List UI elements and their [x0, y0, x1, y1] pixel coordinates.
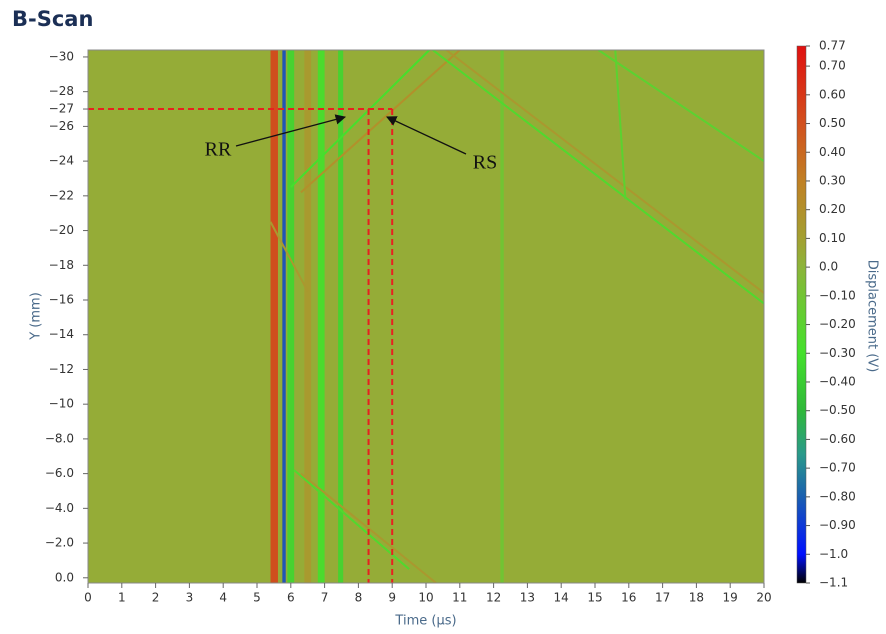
- colorbar-tick-label: −0.30: [819, 346, 856, 360]
- colorbar-tick-label: 0.40: [819, 145, 846, 159]
- heatmap-band: [271, 50, 278, 583]
- x-tick-label: 14: [554, 591, 569, 605]
- colorbar-tick-label: 0.60: [819, 87, 846, 101]
- x-tick-label: 20: [756, 591, 771, 605]
- y-tick-label: −30: [49, 49, 74, 63]
- y-tick-label: −14: [49, 327, 74, 341]
- heatmap: [88, 50, 764, 583]
- y-tick-label: −10: [49, 397, 74, 411]
- y-tick-label: −6.0: [45, 466, 74, 480]
- x-tick-label: 1: [118, 591, 126, 605]
- plot-area: [88, 50, 764, 583]
- colorbar-title: Displacement (V): [865, 260, 880, 373]
- colorbar-tick-label: −1.0: [819, 547, 848, 561]
- colorbar-tick-label: −0.70: [819, 461, 856, 475]
- x-tick-label: 19: [723, 591, 738, 605]
- x-tick-label: 3: [186, 591, 194, 605]
- x-tick-label: 15: [587, 591, 602, 605]
- y-tick-label: −12: [49, 362, 74, 376]
- colorbar-tick-label: 0.0: [819, 260, 838, 274]
- colorbar-tick-label: −0.40: [819, 374, 856, 388]
- y-tick-label: −27: [49, 102, 74, 116]
- annotation: RS: [473, 152, 497, 174]
- y-tick-label: −22: [49, 188, 74, 202]
- chart-title: B-Scan: [12, 7, 93, 31]
- x-axis-title: Time (μs): [394, 614, 456, 629]
- heatmap-band: [318, 50, 325, 583]
- colorbar-tick-label: −0.10: [819, 288, 856, 302]
- colorbar-tick-label: −0.80: [819, 489, 856, 503]
- heatmap-band: [500, 50, 503, 583]
- x-tick-label: 6: [287, 591, 295, 605]
- colorbar-tick-label: −1.1: [819, 576, 848, 590]
- y-tick-label: 0.0: [55, 570, 74, 584]
- colorbar-tick-label: 0.10: [819, 231, 846, 245]
- colorbar: [797, 46, 806, 583]
- y-tick-label: −16: [49, 293, 74, 307]
- x-tick-label: 13: [520, 591, 535, 605]
- y-tick-label: −8.0: [45, 431, 74, 445]
- x-tick-label: 11: [452, 591, 467, 605]
- colorbar-tick-label: −0.20: [819, 317, 856, 331]
- colorbar-tick-label: 0.77: [819, 39, 846, 53]
- y-tick-label: −26: [49, 119, 74, 133]
- y-tick-label: −20: [49, 223, 74, 237]
- x-tick-label: 17: [655, 591, 670, 605]
- x-tick-label: 16: [621, 591, 636, 605]
- colorbar-tick-label: −0.60: [819, 432, 856, 446]
- y-tick-label: −24: [49, 154, 74, 168]
- x-tick-label: 9: [388, 591, 396, 605]
- heatmap-background: [88, 50, 764, 583]
- colorbar-tick-label: 0.20: [819, 202, 846, 216]
- y-tick-label: −2.0: [45, 536, 74, 550]
- colorbar-tick-label: 0.70: [819, 59, 846, 73]
- x-tick-label: 18: [689, 591, 704, 605]
- x-tick-label: 0: [84, 591, 92, 605]
- x-tick-label: 7: [321, 591, 329, 605]
- y-tick-label: −18: [49, 258, 74, 272]
- colorbar-tick-label: −0.50: [819, 403, 856, 417]
- y-tick-label: −4.0: [45, 501, 74, 515]
- y-axis-title: Y (mm): [29, 292, 44, 341]
- colorbar-tick-label: −0.90: [819, 518, 856, 532]
- y-tick-label: −28: [49, 84, 74, 98]
- x-tick-label: 5: [253, 591, 261, 605]
- x-tick-label: 10: [418, 591, 433, 605]
- x-tick-label: 12: [486, 591, 501, 605]
- heatmap-band: [304, 50, 311, 583]
- heatmap-band: [282, 50, 285, 583]
- x-tick-label: 4: [219, 591, 227, 605]
- x-tick-label: 8: [355, 591, 363, 605]
- x-tick-label: 2: [152, 591, 160, 605]
- annotation: RR: [205, 139, 232, 161]
- colorbar-tick-label: 0.30: [819, 173, 846, 187]
- colorbar-tick-label: 0.50: [819, 116, 846, 130]
- chart: B-Scan Time (μs) Y (mm) Displacement (V)…: [0, 0, 886, 630]
- heatmap-band: [287, 50, 294, 583]
